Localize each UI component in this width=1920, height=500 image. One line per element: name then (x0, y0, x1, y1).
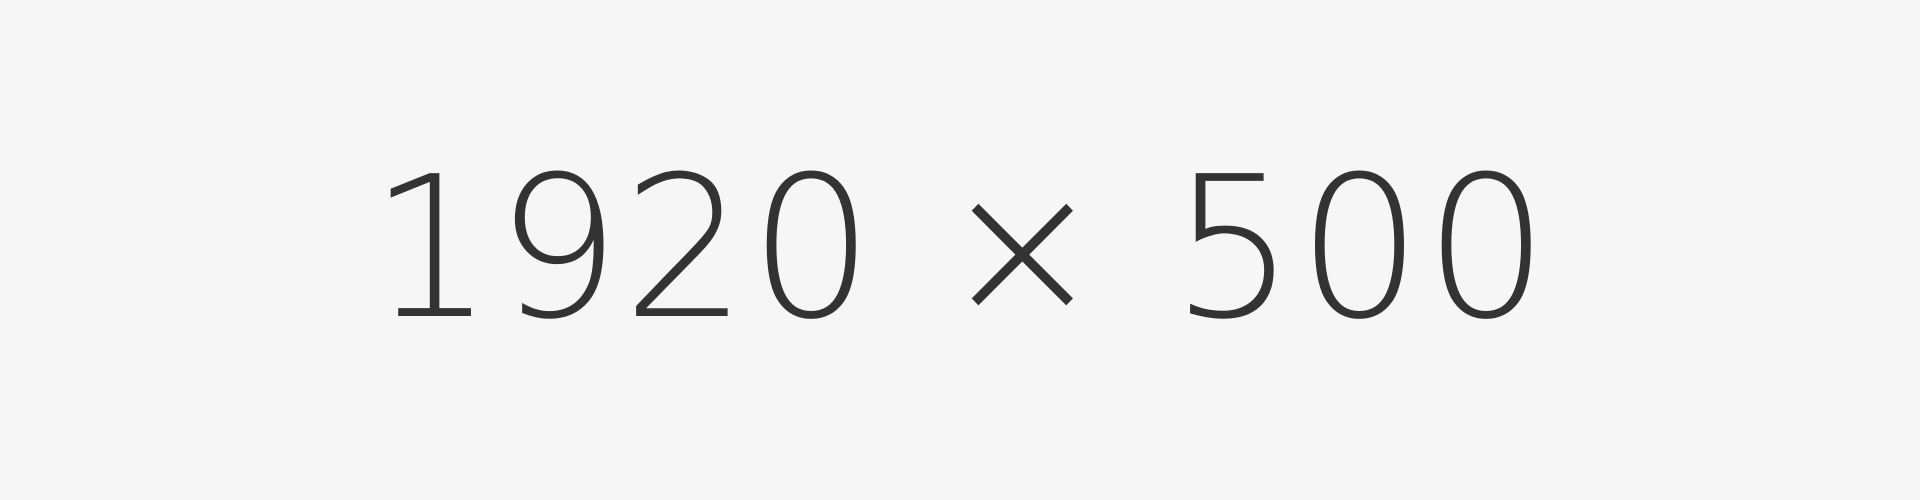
dimension-label: 1920 × 500 (369, 135, 1551, 363)
